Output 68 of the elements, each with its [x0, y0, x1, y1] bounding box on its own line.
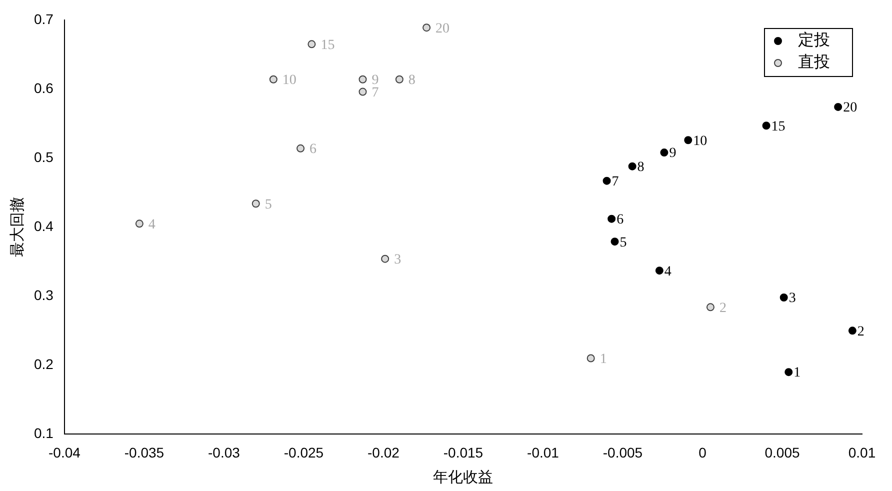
point	[252, 200, 260, 208]
point	[602, 176, 611, 185]
point	[706, 303, 714, 312]
y-tick-label: 0.6	[34, 80, 54, 96]
annotation: 1	[794, 366, 801, 381]
point	[610, 238, 619, 246]
annotation: 6	[310, 142, 317, 158]
point	[296, 144, 305, 152]
annotation: 20	[843, 100, 858, 116]
annotation: 6	[616, 212, 624, 228]
x-tick-label: -0.005	[602, 444, 643, 460]
point	[422, 24, 431, 32]
point	[358, 75, 367, 84]
point	[395, 75, 404, 84]
y-tick-label: 0.7	[34, 10, 54, 27]
x-tick-label: -0.025	[284, 444, 324, 460]
point	[784, 368, 793, 376]
x-tick-label: -0.01	[527, 444, 560, 460]
y-tick-label: 0.4	[34, 218, 54, 234]
point	[135, 220, 144, 228]
y-tick-label: 0.2	[34, 356, 54, 372]
x-axis-title: 年化收益	[433, 468, 494, 486]
x-tick-label: 0.01	[848, 444, 876, 460]
annotation: 15	[771, 119, 786, 134]
legend-label: 定投	[798, 31, 830, 50]
point	[834, 102, 842, 111]
x-tick-label: -0.04	[48, 444, 81, 460]
annotation: 2	[719, 300, 726, 316]
point	[660, 148, 668, 157]
point	[381, 254, 390, 263]
y-tick-label: 0.1	[34, 425, 54, 442]
point	[684, 136, 692, 144]
x-tick-label: -0.03	[208, 444, 240, 460]
point	[269, 75, 278, 84]
x-tick-label: 0	[698, 444, 707, 460]
annotation: 10	[282, 73, 296, 88]
x-tick-label: 0.005	[764, 444, 800, 460]
point	[655, 266, 664, 275]
annotation: 7	[612, 174, 619, 190]
annotation: 4	[664, 264, 672, 280]
x-tick-label: -0.015	[443, 444, 484, 460]
annotation: 1	[600, 352, 607, 367]
y-tick-label: 0.5	[34, 148, 54, 165]
annotation: 2	[857, 324, 864, 340]
annotation: 10	[693, 134, 708, 149]
annotation: 20	[436, 21, 450, 36]
annotation: 5	[620, 235, 627, 250]
annotation: 4	[148, 217, 156, 232]
annotation: 9	[669, 146, 676, 162]
annotation: 8	[637, 160, 644, 176]
legend-label: 直投	[798, 53, 830, 72]
point	[608, 214, 616, 223]
annotation: 15	[320, 38, 335, 53]
point	[586, 354, 595, 362]
point	[308, 40, 316, 48]
y-axis-title: 最大回撤	[8, 197, 26, 258]
annotation: 8	[408, 73, 416, 88]
annotation: 3	[788, 291, 796, 306]
point	[848, 326, 856, 335]
x-tick-label: -0.02	[368, 444, 400, 460]
point	[762, 122, 770, 130]
point	[358, 88, 367, 96]
y-tick-label: 0.3	[34, 286, 54, 303]
x-tick-label: -0.035	[124, 444, 164, 460]
point	[628, 162, 636, 170]
point	[780, 294, 788, 302]
annotation: 3	[394, 252, 402, 268]
annotation: 5	[264, 197, 272, 212]
